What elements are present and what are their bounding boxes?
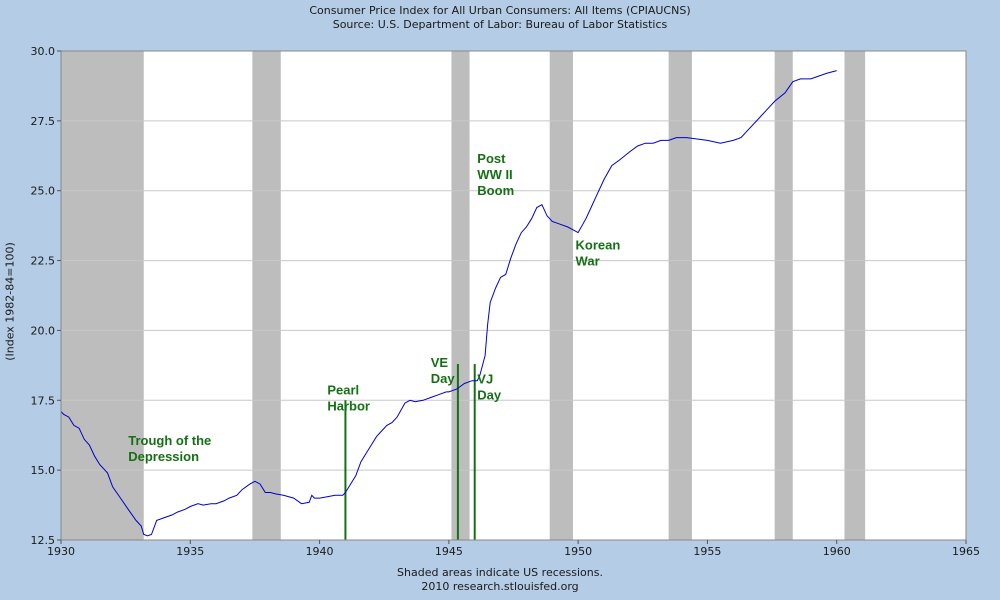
vj-day-label-line-2: Day: [477, 388, 502, 403]
y-tick-label-7: 30.0: [31, 45, 56, 58]
y-axis-ticks: 12.5 15.0 17.5 20.0 22.5 25.0 27.5 30.0: [31, 45, 61, 547]
plot-background: [61, 51, 966, 540]
y-tick-label-1: 15.0: [31, 464, 56, 477]
recession-band-3: [451, 51, 470, 540]
trough-label-label-line-1: Trough of the: [128, 433, 211, 448]
x-tick-label-7: 1965: [952, 545, 980, 558]
chart-subtitle: Source: U.S. Department of Labor: Bureau…: [332, 18, 668, 31]
pearl-harbor-label-line-2: Harbor: [327, 399, 370, 414]
ve-day-label-line-1: VE: [431, 355, 449, 370]
ve-day-label-line-2: Day: [431, 371, 456, 386]
y-tick-label-4: 22.5: [31, 255, 56, 268]
x-tick-label-2: 1940: [306, 545, 334, 558]
y-tick-label-5: 25.0: [31, 185, 56, 198]
footnote-recessions: Shaded areas indicate US recessions.: [397, 566, 603, 579]
korean-war-label-line-2: War: [576, 253, 600, 268]
grid-lines: [61, 120, 966, 471]
plot-border: [60, 50, 967, 541]
recession-band-5: [668, 51, 692, 540]
korean-war-label: Korean War: [576, 237, 621, 268]
event-markers: [344, 363, 476, 540]
recession-band-6: [774, 51, 793, 540]
recession-band-4: [549, 51, 573, 540]
post-ww2-boom-label-line-3: Boom: [477, 183, 514, 198]
korean-war-label-line-1: Korean: [576, 237, 621, 252]
x-tick-label-5: 1955: [693, 545, 721, 558]
x-axis-ticks: 1930 1935 1940 1945 1950 1955 1960 1965: [47, 540, 980, 558]
y-tick-label-2: 17.5: [31, 394, 56, 407]
y-tick-label-3: 20.0: [31, 324, 56, 337]
pearl-harbor-label-line-1: Pearl: [327, 383, 359, 398]
chart-title: Consumer Price Index for All Urban Consu…: [309, 4, 691, 17]
trough-label-label: Trough of the Depression: [128, 433, 211, 464]
vj-day-label: VJ Day: [477, 372, 502, 403]
cpi-series-line: [60, 70, 837, 537]
post-ww2-boom-label-line-2: WW II: [477, 167, 512, 182]
post-ww2-boom-label: Post WW II Boom: [477, 151, 514, 198]
x-tick-label-0: 1930: [47, 545, 75, 558]
x-tick-label-4: 1950: [564, 545, 592, 558]
recession-bands: [61, 51, 866, 540]
pearl-harbor-label: Pearl Harbor: [327, 383, 370, 414]
x-tick-label-1: 1935: [176, 545, 204, 558]
recession-band-2: [252, 51, 281, 540]
y-tick-label-0: 12.5: [31, 534, 56, 547]
footnote-source: 2010 research.stlouisfed.org: [421, 580, 579, 593]
recession-band-1: [61, 51, 144, 540]
x-tick-label-6: 1960: [823, 545, 851, 558]
vj-day-label-line-1: VJ: [477, 372, 493, 387]
post-ww2-boom-label-line-1: Post: [477, 151, 506, 166]
trough-label-label-line-2: Depression: [128, 449, 199, 464]
x-tick-label-3: 1945: [435, 545, 463, 558]
y-tick-label-6: 27.5: [31, 115, 56, 128]
recession-band-7: [844, 51, 866, 540]
ve-day-label: VE Day: [431, 355, 456, 386]
